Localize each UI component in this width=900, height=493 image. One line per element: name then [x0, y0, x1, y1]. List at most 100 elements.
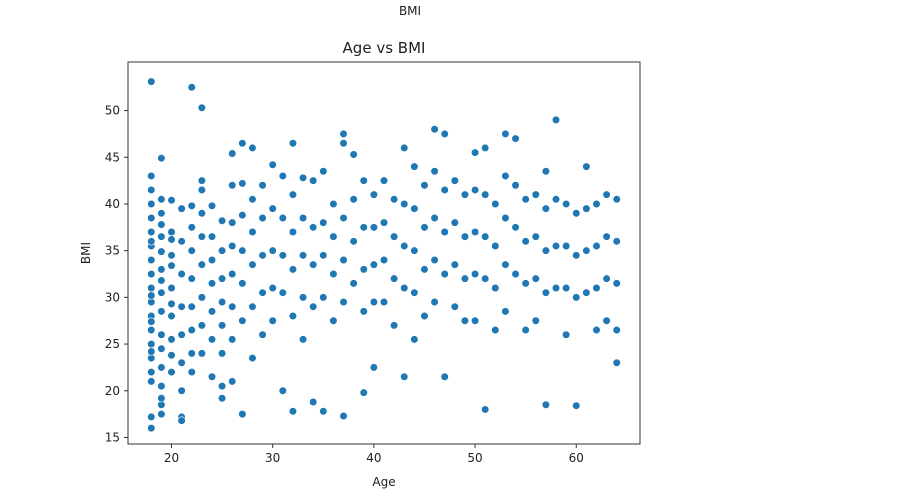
data-point [379, 297, 389, 307]
data-point [572, 293, 581, 302]
data-point [592, 241, 601, 251]
data-point [450, 218, 459, 227]
data-point [248, 353, 257, 363]
data-point [400, 241, 409, 251]
data-point [157, 410, 166, 419]
data-point [147, 367, 156, 377]
data-point [248, 227, 257, 237]
data-point [521, 195, 530, 204]
data-point [359, 307, 368, 316]
data-point [612, 237, 621, 246]
data-point [582, 288, 591, 297]
data-point [157, 195, 166, 204]
data-point [582, 246, 591, 255]
data-point [177, 416, 186, 425]
data-point [147, 77, 156, 86]
data-point [157, 265, 166, 274]
data-point [460, 190, 470, 199]
data-point [248, 143, 257, 153]
data-point [187, 83, 196, 92]
data-point [511, 269, 520, 279]
data-point [167, 227, 176, 237]
data-point [592, 283, 601, 293]
data-point [319, 218, 328, 227]
data-point [228, 335, 237, 344]
data-point [218, 246, 227, 255]
data-point [440, 185, 449, 195]
data-point [157, 209, 166, 218]
data-point [167, 283, 176, 293]
data-point [501, 213, 510, 223]
data-point [481, 143, 490, 153]
data-point [268, 246, 277, 255]
data-point [612, 325, 621, 335]
data-point [379, 176, 389, 185]
data-point [450, 176, 459, 185]
data-point [167, 299, 176, 309]
x-tick-label: 60 [569, 451, 584, 465]
data-point [521, 325, 530, 335]
data-point [430, 167, 439, 176]
data-point [400, 372, 409, 381]
data-point [187, 201, 196, 210]
data-point [238, 316, 247, 325]
data-point [288, 227, 298, 237]
data-point [339, 139, 348, 148]
data-point [147, 171, 156, 181]
y-tick-label: 25 [105, 337, 120, 351]
y-tick-label: 45 [105, 150, 120, 164]
data-point [521, 279, 530, 288]
data-point [218, 394, 227, 403]
data-point [390, 274, 399, 283]
data-point [470, 227, 480, 237]
data-point [541, 246, 550, 255]
data-point [470, 316, 480, 325]
data-point [238, 179, 247, 188]
y-tick-label: 20 [105, 384, 120, 398]
data-point [228, 149, 237, 158]
data-point [339, 255, 348, 265]
data-point [228, 218, 237, 227]
data-point [258, 330, 267, 339]
data-point [481, 232, 490, 241]
data-point [612, 358, 621, 367]
data-point [207, 279, 217, 288]
data-point [157, 330, 166, 339]
data-point [157, 381, 166, 391]
data-point [531, 232, 540, 241]
data-point [410, 288, 419, 297]
data-point [177, 237, 186, 246]
data-point [551, 195, 561, 204]
data-point [157, 276, 166, 285]
data-point [288, 190, 298, 199]
x-tick-label: 30 [265, 451, 280, 465]
data-point [197, 232, 206, 241]
data-point [228, 181, 237, 190]
data-point [379, 218, 389, 227]
data-point [339, 297, 348, 307]
data-point [187, 246, 196, 255]
data-point [481, 190, 490, 199]
data-point [359, 388, 368, 397]
data-point [218, 381, 227, 391]
data-point [197, 260, 206, 269]
data-point [309, 302, 318, 311]
data-point [278, 251, 287, 260]
data-point [551, 241, 561, 251]
data-point [147, 255, 156, 265]
data-point [491, 199, 500, 209]
data-point [177, 330, 186, 339]
data-point [349, 150, 358, 159]
data-point [440, 269, 449, 279]
data-point [420, 265, 429, 274]
data-point [430, 125, 439, 134]
data-point [197, 176, 206, 185]
data-point [167, 261, 176, 270]
data-point [278, 213, 287, 223]
data-point [177, 358, 186, 367]
data-point [298, 293, 308, 302]
data-point [359, 176, 368, 185]
data-point [197, 293, 206, 302]
data-point [238, 211, 247, 220]
data-point [349, 237, 358, 246]
